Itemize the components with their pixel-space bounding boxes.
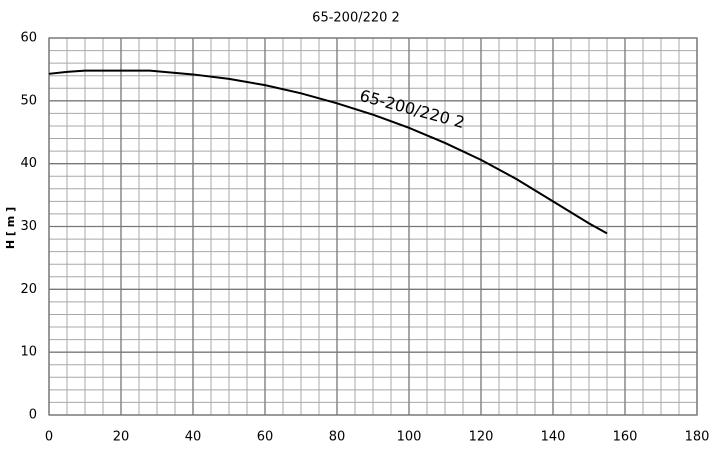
x-tick-label: 120 (469, 430, 494, 445)
x-tick-label: 40 (185, 430, 202, 445)
y-axis-label: H [ m ] (4, 207, 17, 249)
y-tick-label: 60 (20, 31, 37, 46)
y-tick-label: 30 (20, 219, 37, 234)
x-tick-label: 100 (397, 430, 422, 445)
y-tick-label: 40 (20, 156, 37, 171)
chart-title: 65-200/220 2 (312, 11, 400, 26)
y-tick-label: 50 (20, 93, 37, 108)
x-tick-label: 80 (329, 430, 346, 445)
x-tick-label: 20 (113, 430, 130, 445)
x-tick-label: 140 (541, 430, 566, 445)
y-tick-label: 20 (20, 282, 37, 297)
plot-border (48, 37, 698, 416)
series-label: 65-200/220 2 (358, 86, 467, 132)
y-tick-label: 0 (29, 408, 37, 423)
x-tick-label: 160 (613, 430, 638, 445)
x-tick-label: 60 (257, 430, 274, 445)
y-tick-label: 10 (20, 345, 37, 360)
x-tick-label: 180 (685, 430, 710, 445)
line (48, 69, 608, 235)
x-tick-label: 0 (45, 430, 53, 445)
